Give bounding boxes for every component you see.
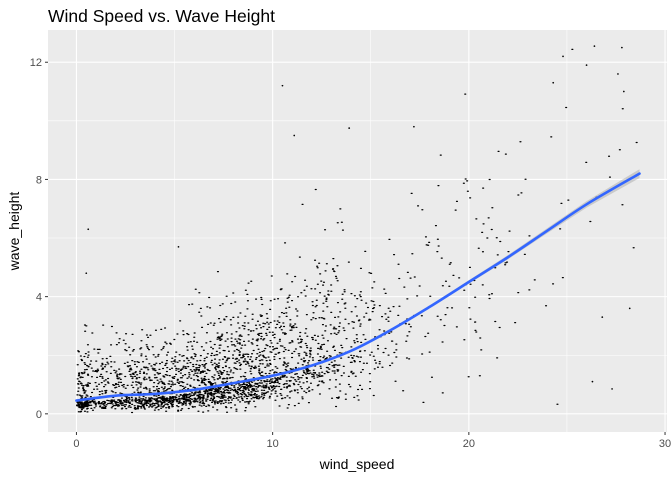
grid-major bbox=[48, 30, 667, 432]
x-tick-label: 0 bbox=[73, 438, 79, 450]
chart-title: Wind Speed vs. Wave Height bbox=[48, 6, 275, 26]
plot-panel bbox=[48, 30, 667, 432]
point bbox=[85, 272, 88, 275]
y-axis-title: wave_height bbox=[6, 192, 22, 272]
grid-minor bbox=[48, 30, 667, 432]
x-axis-title: wind_speed bbox=[319, 456, 395, 472]
y-axis: 0 4 8 12 bbox=[30, 57, 48, 421]
point bbox=[621, 46, 623, 49]
y-tick-label: 0 bbox=[36, 409, 42, 421]
smooth-layer bbox=[75, 169, 641, 402]
point bbox=[591, 380, 594, 383]
point bbox=[348, 127, 351, 130]
point bbox=[628, 307, 631, 310]
point bbox=[585, 64, 588, 67]
point bbox=[87, 228, 90, 231]
x-axis: 0 10 20 30 bbox=[73, 432, 671, 450]
smooth-line bbox=[75, 172, 641, 402]
point bbox=[281, 84, 284, 87]
x-tick-label: 10 bbox=[267, 438, 279, 450]
scatter-points bbox=[75, 45, 638, 414]
point bbox=[601, 316, 604, 318]
point bbox=[593, 45, 596, 47]
y-tick-label: 8 bbox=[36, 174, 42, 186]
point bbox=[293, 134, 296, 137]
point bbox=[562, 55, 564, 58]
point bbox=[177, 245, 180, 248]
point bbox=[617, 73, 619, 75]
y-tick-label: 4 bbox=[36, 292, 42, 304]
point bbox=[622, 90, 625, 93]
point bbox=[611, 388, 613, 390]
point bbox=[413, 125, 415, 128]
point-cloud bbox=[75, 48, 638, 414]
x-tick-label: 30 bbox=[659, 438, 671, 450]
point bbox=[552, 81, 555, 84]
x-tick-label: 20 bbox=[463, 438, 475, 450]
y-tick-label: 12 bbox=[30, 57, 42, 69]
